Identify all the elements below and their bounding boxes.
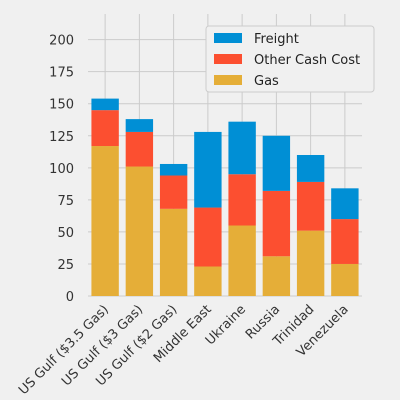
bar-segment-freight bbox=[194, 131, 222, 208]
bar-segment-other-cash-cost bbox=[228, 174, 256, 226]
bar-segment-freight bbox=[125, 119, 154, 132]
bar-segment-gas bbox=[125, 166, 154, 296]
y-tick-labels: 0 25 50 75 100 125 150 175 200 bbox=[49, 34, 74, 305]
bar-segment-other-cash-cost bbox=[91, 110, 119, 147]
bar-segment-gas bbox=[91, 146, 119, 296]
bar-segment-other-cash-cost bbox=[262, 190, 291, 257]
bar-segment-other-cash-cost bbox=[159, 175, 188, 209]
legend-swatch bbox=[214, 54, 242, 64]
bars bbox=[91, 98, 359, 296]
bar-segment-freight bbox=[228, 121, 256, 175]
bar-segment-freight bbox=[91, 98, 119, 111]
legend: Freight Other Cash Cost Gas bbox=[205, 25, 375, 93]
bar-segment-other-cash-cost bbox=[125, 131, 154, 167]
legend-swatch bbox=[214, 33, 242, 43]
bar-segment-freight bbox=[296, 155, 325, 182]
y-tick-label: 200 bbox=[49, 34, 74, 49]
y-tick-label: 125 bbox=[49, 130, 74, 145]
y-tick-label: 100 bbox=[49, 162, 74, 177]
bar-segment-gas bbox=[228, 225, 256, 296]
y-tick-label: 75 bbox=[57, 194, 74, 209]
bar-segment-freight bbox=[159, 163, 188, 176]
bar-segment-gas bbox=[296, 230, 325, 296]
bar-segment-freight bbox=[331, 188, 359, 220]
bar-segment-gas bbox=[194, 266, 222, 296]
y-tick-label: 25 bbox=[57, 258, 74, 273]
bar-segment-gas bbox=[262, 256, 291, 296]
bar-segment-gas bbox=[331, 263, 359, 296]
y-tick-label: 150 bbox=[49, 98, 74, 113]
y-tick-label: 50 bbox=[57, 226, 74, 241]
bar-segment-freight bbox=[262, 135, 291, 191]
legend-label: Gas bbox=[254, 74, 279, 89]
bar-segment-other-cash-cost bbox=[331, 219, 359, 264]
legend-label: Other Cash Cost bbox=[254, 53, 360, 68]
legend-label: Freight bbox=[254, 32, 299, 47]
bar-segment-gas bbox=[159, 208, 188, 296]
y-tick-label: 0 bbox=[66, 290, 74, 305]
bar-segment-other-cash-cost bbox=[296, 181, 325, 231]
bar-segment-other-cash-cost bbox=[194, 207, 222, 267]
legend-swatch bbox=[214, 75, 242, 85]
y-tick-label: 175 bbox=[49, 66, 74, 81]
legend-box bbox=[205, 25, 375, 93]
